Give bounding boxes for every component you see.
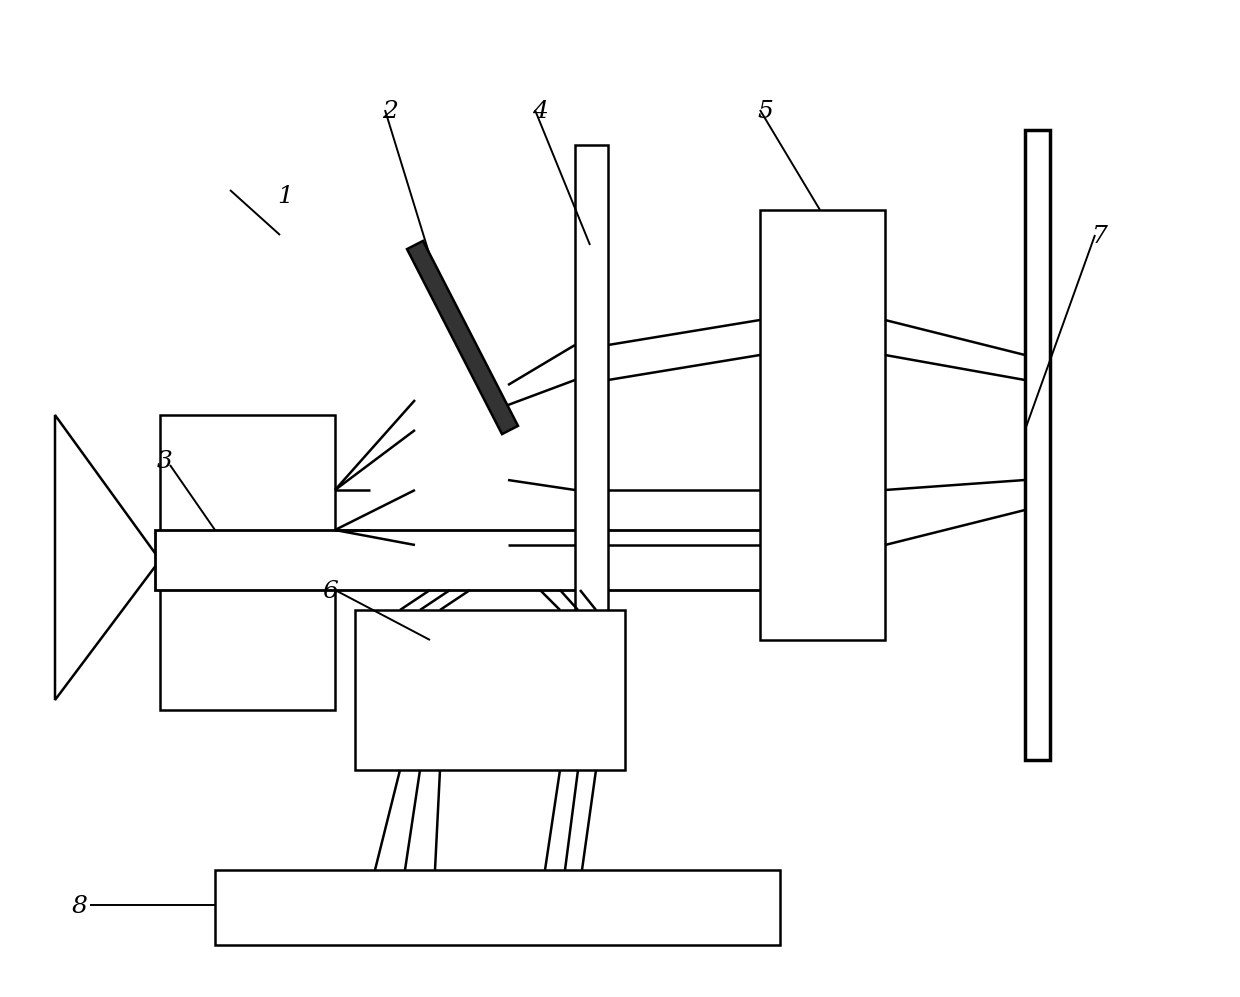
- Text: 2: 2: [382, 100, 398, 123]
- Text: 3: 3: [157, 450, 172, 473]
- Bar: [1025, 130, 1050, 760]
- Text: 4: 4: [532, 100, 548, 123]
- Bar: [760, 210, 885, 640]
- Bar: [355, 610, 625, 770]
- Polygon shape: [407, 241, 518, 434]
- Text: 7: 7: [1092, 225, 1107, 248]
- Text: 8: 8: [72, 895, 88, 918]
- Bar: [575, 145, 608, 635]
- Bar: [160, 415, 335, 710]
- Polygon shape: [55, 415, 160, 700]
- Bar: [215, 870, 780, 945]
- Text: 5: 5: [758, 100, 773, 123]
- Text: 6: 6: [322, 580, 339, 603]
- Text: 1: 1: [277, 185, 293, 208]
- Bar: [155, 530, 856, 590]
